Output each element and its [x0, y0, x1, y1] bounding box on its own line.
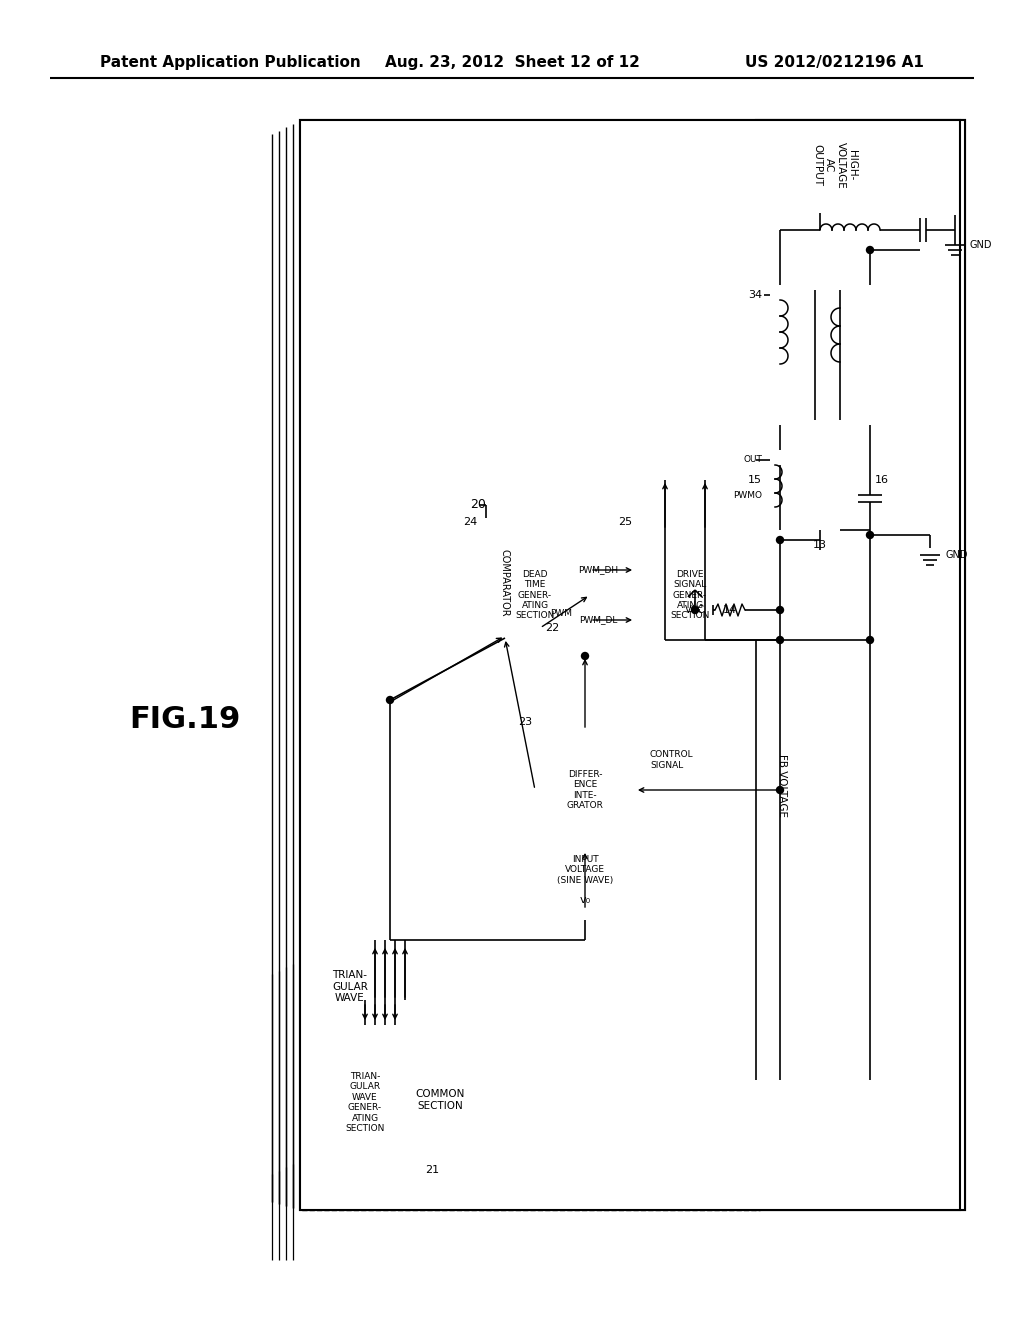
Polygon shape — [700, 605, 713, 615]
Text: GND: GND — [945, 550, 968, 560]
Bar — [300, 120, 965, 1210]
Text: 22: 22 — [545, 623, 559, 634]
Text: Patent Application Publication: Patent Application Publication — [100, 55, 360, 70]
Circle shape — [582, 652, 589, 660]
Circle shape — [691, 606, 698, 614]
Circle shape — [386, 697, 393, 704]
Text: 16: 16 — [874, 475, 889, 484]
Text: 13: 13 — [813, 540, 827, 550]
Text: PWM_DL: PWM_DL — [579, 615, 617, 624]
Bar — [770, 285, 885, 425]
Polygon shape — [820, 531, 840, 550]
Text: DIFFER-
ENCE
INTE-
GRATOR: DIFFER- ENCE INTE- GRATOR — [566, 770, 603, 810]
Bar — [315, 1026, 415, 1180]
Text: 20: 20 — [470, 499, 485, 511]
Text: PWMO: PWMO — [733, 491, 762, 499]
Circle shape — [866, 636, 873, 644]
Text: TRIAN-
GULAR
WAVE: TRIAN- GULAR WAVE — [332, 970, 368, 1003]
Circle shape — [866, 247, 873, 253]
Text: FIG.19: FIG.19 — [129, 705, 241, 734]
Text: VCC: VCC — [685, 605, 706, 615]
Text: PWM_DH: PWM_DH — [578, 565, 618, 574]
Text: TRIAN-
GULAR
WAVE
GENER-
ATING
SECTION: TRIAN- GULAR WAVE GENER- ATING SECTION — [345, 1072, 385, 1133]
Text: 15: 15 — [748, 475, 762, 484]
Text: CONTROL
SIGNAL: CONTROL SIGNAL — [650, 750, 693, 770]
Bar — [300, 960, 760, 1210]
Text: US 2012/0212196 A1: US 2012/0212196 A1 — [745, 55, 924, 70]
Bar — [775, 290, 880, 420]
Text: 14: 14 — [723, 605, 737, 615]
Bar — [480, 531, 590, 660]
Text: HIGH-
VOLTAGE
AC
OUTPUT: HIGH- VOLTAGE AC OUTPUT — [813, 141, 857, 189]
Text: 25: 25 — [617, 517, 632, 527]
Text: Aug. 23, 2012  Sheet 12 of 12: Aug. 23, 2012 Sheet 12 of 12 — [385, 55, 639, 70]
Text: 21: 21 — [425, 1166, 439, 1175]
Text: GND: GND — [970, 240, 992, 249]
Text: COMMON
SECTION: COMMON SECTION — [416, 1089, 465, 1111]
Text: 23: 23 — [518, 717, 532, 727]
Circle shape — [776, 606, 783, 614]
Text: DEAD
TIME
GENER-
ATING
SECTION: DEAD TIME GENER- ATING SECTION — [515, 570, 555, 620]
Bar — [635, 531, 745, 660]
Bar — [756, 120, 965, 1210]
Circle shape — [866, 532, 873, 539]
Text: DRIVE
SIGNAL
GENER-
ATING
SECTION: DRIVE SIGNAL GENER- ATING SECTION — [671, 570, 710, 620]
Circle shape — [776, 636, 783, 644]
Text: 24: 24 — [463, 517, 477, 527]
Bar — [460, 490, 770, 1080]
Text: PWM: PWM — [550, 609, 572, 618]
Text: COMPARATOR: COMPARATOR — [500, 549, 510, 616]
Text: FB VOLTAGE: FB VOLTAGE — [777, 754, 787, 817]
Text: v₀: v₀ — [580, 895, 591, 906]
Bar — [535, 730, 635, 850]
Text: 34: 34 — [748, 290, 762, 300]
Circle shape — [776, 787, 783, 793]
Text: INPUT
VOLTAGE
(SINE WAVE): INPUT VOLTAGE (SINE WAVE) — [557, 855, 613, 884]
Bar — [300, 120, 961, 1210]
Text: OUT: OUT — [743, 455, 762, 465]
Circle shape — [776, 536, 783, 544]
